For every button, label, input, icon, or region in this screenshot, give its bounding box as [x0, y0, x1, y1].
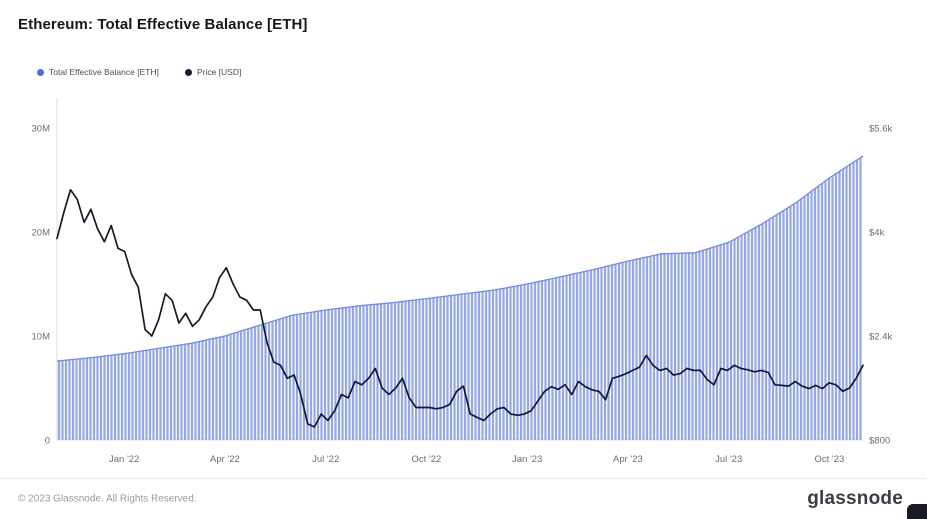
legend-item-price[interactable]: Price [USD]: [184, 67, 242, 77]
right-axis-tick-label: $800: [869, 436, 890, 447]
x-axis-tick-label: Oct '22: [412, 454, 442, 465]
x-axis-tick-label: Jul '23: [715, 454, 742, 465]
glassnode-wordmark[interactable]: glassnode: [807, 488, 903, 509]
copyright-text: © 2023 Glassnode. All Rights Reserved.: [18, 493, 197, 505]
left-axis-tick-label: 30M: [32, 124, 51, 135]
price-line: [56, 188, 864, 428]
right-axis-tick-label: $2.4k: [869, 332, 892, 343]
legend-item-total-effective-balance[interactable]: Total Effective Balance [ETH]: [37, 67, 159, 77]
right-axis-tick-label: $4k: [869, 228, 885, 239]
legend-label: Total Effective Balance [ETH]: [49, 67, 159, 77]
price-series-dot-icon: [184, 68, 192, 76]
x-axis-tick-label: Apr '23: [613, 454, 643, 465]
x-axis-tick-label: Jan '23: [512, 454, 542, 465]
footer: © 2023 Glassnode. All Rights Reserved. g…: [0, 478, 927, 519]
x-axis-tick-label: Jan '22: [109, 454, 139, 465]
x-axis-tick-label: Apr '22: [210, 454, 240, 465]
left-axis-tick-label: 0: [45, 436, 50, 447]
chart-legend: Total Effective Balance [ETH] Price [USD…: [37, 67, 241, 77]
glassnode-corner-badge-icon: [907, 504, 927, 519]
balance-area-edge: [56, 155, 864, 362]
x-axis-tick-label: Jul '22: [312, 454, 339, 465]
right-axis-tick-label: $5.6k: [869, 124, 892, 135]
balance-series-dot-icon: [37, 68, 44, 76]
left-axis-tick-label: 10M: [32, 332, 51, 343]
chart-plot-area[interactable]: [57, 98, 863, 440]
chart-svg[interactable]: 0 10M 20M 30M $800 $2.4k $4k $5.6k Jan '22 Apr '2…: [0, 0, 927, 478]
page-title: Ethereum: Total Effective Balance [ETH]: [18, 16, 308, 33]
x-axis-tick-label: Oct '23: [815, 454, 845, 465]
legend-label: Price [USD]: [196, 67, 242, 77]
balance-bars: [57, 157, 862, 441]
left-axis-tick-label: 20M: [32, 228, 51, 239]
